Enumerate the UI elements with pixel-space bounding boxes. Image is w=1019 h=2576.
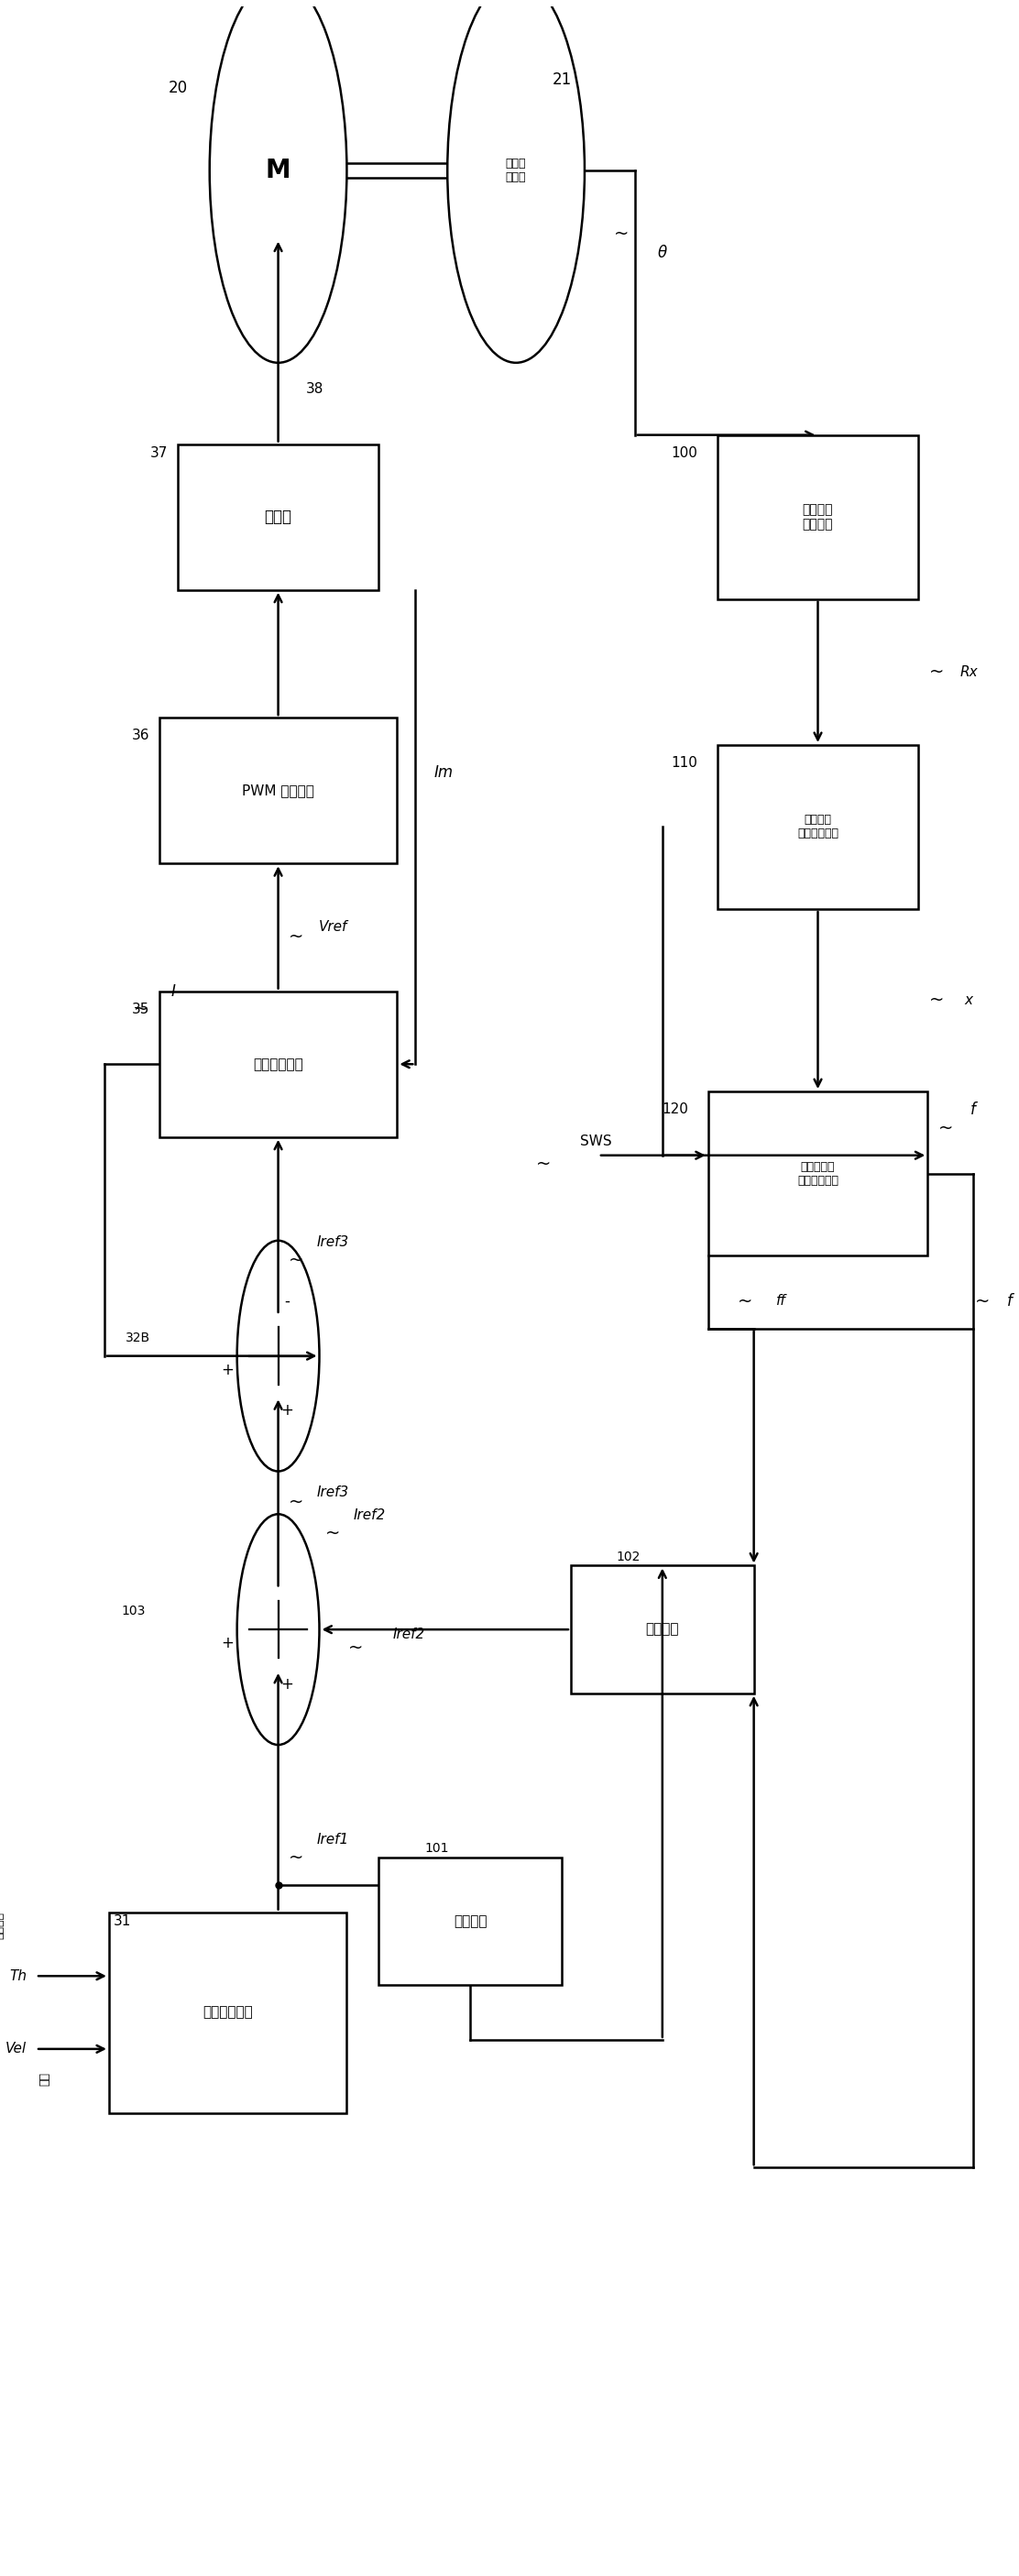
FancyBboxPatch shape: [717, 435, 918, 600]
Text: 旋转角
传感器: 旋转角 传感器: [505, 157, 527, 183]
Text: PWM 控制单元: PWM 控制单元: [243, 783, 314, 799]
Text: Iref3: Iref3: [317, 1234, 350, 1249]
Text: ~: ~: [348, 1638, 364, 1656]
Text: Vel: Vel: [5, 2043, 26, 2056]
Text: f: f: [1007, 1293, 1013, 1309]
Text: 100: 100: [672, 446, 698, 461]
Text: +: +: [221, 1360, 234, 1378]
Text: ff: ff: [776, 1293, 787, 1309]
FancyBboxPatch shape: [708, 1092, 927, 1255]
Text: 21: 21: [552, 72, 572, 88]
Text: ~: ~: [133, 999, 149, 1018]
Text: x: x: [965, 994, 973, 1007]
Text: 20: 20: [168, 80, 187, 98]
Text: 120: 120: [662, 1103, 689, 1115]
Text: 粘弹性模型
追随控制单元: 粘弹性模型 追随控制单元: [797, 1162, 839, 1188]
Text: Th: Th: [9, 1968, 26, 1984]
Text: M: M: [266, 157, 290, 183]
Text: +: +: [281, 1401, 293, 1419]
FancyBboxPatch shape: [177, 443, 379, 590]
FancyBboxPatch shape: [159, 719, 397, 863]
Text: 齿条末端
接近判定单元: 齿条末端 接近判定单元: [797, 814, 839, 840]
Circle shape: [237, 1515, 319, 1744]
Text: 102: 102: [616, 1551, 641, 1564]
Text: +: +: [221, 1636, 234, 1651]
Text: ~: ~: [289, 927, 304, 945]
Text: 齿条位置
变换单元: 齿条位置 变换单元: [803, 502, 834, 531]
Text: SWS: SWS: [580, 1136, 611, 1149]
Text: 38: 38: [306, 381, 323, 397]
FancyBboxPatch shape: [717, 744, 918, 909]
Text: 103: 103: [121, 1605, 146, 1618]
Text: 35: 35: [131, 1002, 150, 1018]
Circle shape: [237, 1242, 319, 1471]
Text: Iref2: Iref2: [392, 1628, 425, 1641]
Text: ~: ~: [929, 992, 945, 1010]
Text: 37: 37: [150, 446, 168, 461]
Text: ~: ~: [289, 1494, 304, 1510]
FancyBboxPatch shape: [109, 1911, 346, 2112]
Text: ~: ~: [613, 227, 629, 242]
Text: 110: 110: [672, 757, 698, 770]
Circle shape: [210, 0, 346, 363]
Text: Vref: Vref: [319, 920, 347, 935]
Text: θ: θ: [657, 245, 667, 260]
Text: Im: Im: [434, 765, 453, 781]
FancyBboxPatch shape: [571, 1566, 754, 1692]
Text: ~: ~: [325, 1525, 340, 1543]
Text: 车速: 车速: [39, 2071, 51, 2087]
Text: Iref1: Iref1: [317, 1832, 350, 1847]
Text: ~: ~: [737, 1293, 752, 1311]
Text: 31: 31: [113, 1914, 131, 1929]
Text: 逆变器: 逆变器: [265, 510, 291, 526]
Text: -: -: [284, 1293, 290, 1309]
Text: ~: ~: [929, 665, 945, 680]
Text: 扇矩控制单元: 扇矩控制单元: [203, 2007, 253, 2020]
Text: I: I: [171, 984, 175, 999]
Text: ~: ~: [536, 1157, 551, 1172]
Text: Rx: Rx: [960, 665, 978, 680]
Text: ~: ~: [938, 1118, 954, 1136]
Text: Iref3: Iref3: [317, 1486, 350, 1499]
Text: ~: ~: [975, 1293, 990, 1311]
Text: 36: 36: [131, 729, 150, 742]
Text: f: f: [971, 1103, 976, 1118]
Text: 32B: 32B: [125, 1332, 150, 1345]
Text: 电流控制单元: 电流控制单元: [253, 1056, 304, 1072]
Circle shape: [447, 0, 585, 363]
Text: ~: ~: [289, 1252, 304, 1270]
Text: +: +: [281, 1677, 293, 1692]
FancyBboxPatch shape: [379, 1857, 561, 1986]
FancyBboxPatch shape: [159, 992, 397, 1136]
Text: ~: ~: [289, 1850, 304, 1865]
Text: 转向扭矩: 转向扭矩: [0, 1911, 5, 1940]
Text: Iref2: Iref2: [354, 1510, 386, 1522]
Text: 101: 101: [425, 1842, 448, 1855]
Text: 变换单元: 变换单元: [646, 1623, 679, 1636]
Text: 变换单元: 变换单元: [453, 1914, 487, 1929]
